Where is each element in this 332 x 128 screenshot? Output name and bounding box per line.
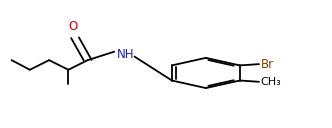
- Text: O: O: [69, 20, 78, 33]
- Text: NH: NH: [117, 48, 134, 61]
- Text: CH₃: CH₃: [261, 77, 282, 87]
- Text: Br: Br: [261, 58, 274, 71]
